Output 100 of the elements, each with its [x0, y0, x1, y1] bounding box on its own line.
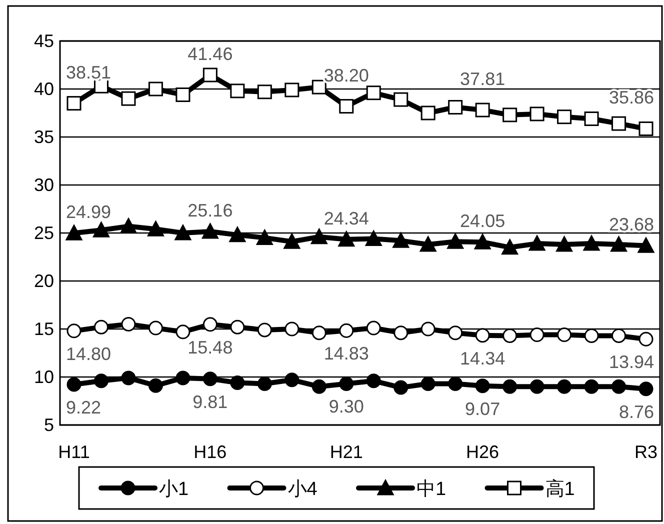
point — [420, 236, 436, 252]
point — [230, 320, 245, 334]
point — [474, 234, 491, 250]
point — [257, 322, 272, 338]
point — [66, 377, 82, 392]
data-label: 14.34 — [460, 348, 506, 368]
point — [557, 110, 572, 124]
x-tick-label: H11 — [58, 442, 90, 462]
point — [475, 102, 490, 118]
point — [148, 320, 163, 336]
y-tick-label: 25 — [34, 223, 54, 243]
point — [530, 106, 544, 122]
point — [530, 328, 544, 342]
x-tick-label: R3 — [634, 442, 658, 462]
data-label: 9.22 — [66, 397, 102, 418]
point — [284, 322, 300, 336]
data-label: 14.83 — [324, 344, 369, 364]
point — [366, 374, 381, 388]
point — [176, 370, 190, 386]
y-tick-label: 40 — [34, 79, 54, 99]
point — [584, 379, 599, 394]
point — [448, 100, 463, 114]
y-tick-label: 10 — [34, 367, 54, 387]
point — [448, 326, 463, 340]
data-label: 15.48 — [188, 337, 233, 358]
point — [284, 82, 300, 98]
point — [256, 230, 273, 246]
point — [392, 232, 410, 248]
data-label: 35.86 — [608, 88, 654, 108]
point — [556, 236, 573, 252]
data-label: 9.07 — [465, 398, 500, 419]
point — [394, 326, 408, 340]
data-label: 38.51 — [66, 62, 112, 82]
point — [584, 112, 599, 126]
point — [502, 379, 518, 394]
data-label: 24.34 — [324, 208, 369, 228]
point — [284, 233, 300, 249]
point — [202, 223, 218, 239]
point — [638, 332, 654, 346]
data-label: 24.05 — [460, 211, 506, 232]
data-label: 25.16 — [188, 200, 233, 220]
point — [66, 96, 82, 111]
point — [148, 378, 163, 393]
y-tick-label: 35 — [34, 127, 54, 147]
point — [92, 222, 110, 238]
x-tick-label: H16 — [194, 442, 227, 462]
point — [530, 379, 544, 394]
point — [312, 80, 326, 94]
point — [147, 220, 164, 236]
point — [176, 324, 190, 340]
data-label: 24.99 — [66, 202, 112, 222]
point — [448, 376, 463, 391]
point — [312, 326, 326, 340]
point — [121, 370, 136, 386]
data-label: 38.20 — [324, 65, 369, 86]
point — [339, 323, 354, 338]
point — [583, 235, 600, 251]
point — [420, 106, 436, 120]
y-tick-label: 5 — [44, 415, 54, 435]
point — [121, 91, 136, 106]
point — [66, 224, 82, 240]
point — [420, 376, 436, 391]
point — [557, 328, 572, 342]
point — [528, 235, 546, 251]
point — [584, 328, 599, 343]
point — [284, 372, 300, 388]
point — [257, 84, 272, 100]
legend-label: 小1 — [159, 479, 189, 500]
point — [229, 226, 246, 242]
point — [447, 233, 464, 249]
point — [475, 378, 490, 394]
data-label: 9.81 — [192, 392, 228, 412]
data-label: 13.94 — [608, 352, 654, 372]
point — [638, 121, 654, 136]
point — [174, 224, 192, 240]
data-label: 14.80 — [66, 344, 112, 364]
point — [502, 328, 518, 343]
point — [202, 317, 218, 332]
point — [66, 324, 82, 338]
point — [420, 322, 436, 336]
point — [176, 88, 190, 102]
data-label: 9.30 — [328, 396, 364, 417]
point — [366, 86, 381, 100]
data-label: 41.46 — [188, 44, 233, 64]
point — [339, 376, 354, 391]
y-tick-label: 45 — [34, 31, 54, 51]
point — [230, 84, 245, 98]
legend-label: 小4 — [288, 479, 318, 500]
point — [94, 78, 108, 94]
point — [394, 92, 408, 107]
point — [94, 320, 108, 334]
point — [638, 237, 654, 253]
point — [638, 382, 654, 396]
point — [502, 108, 518, 122]
point — [257, 376, 272, 391]
legend-label: 中1 — [416, 479, 446, 500]
y-tick-label: 30 — [34, 175, 54, 195]
point — [338, 231, 355, 247]
point — [475, 328, 490, 343]
x-tick-label: H21 — [330, 442, 363, 462]
